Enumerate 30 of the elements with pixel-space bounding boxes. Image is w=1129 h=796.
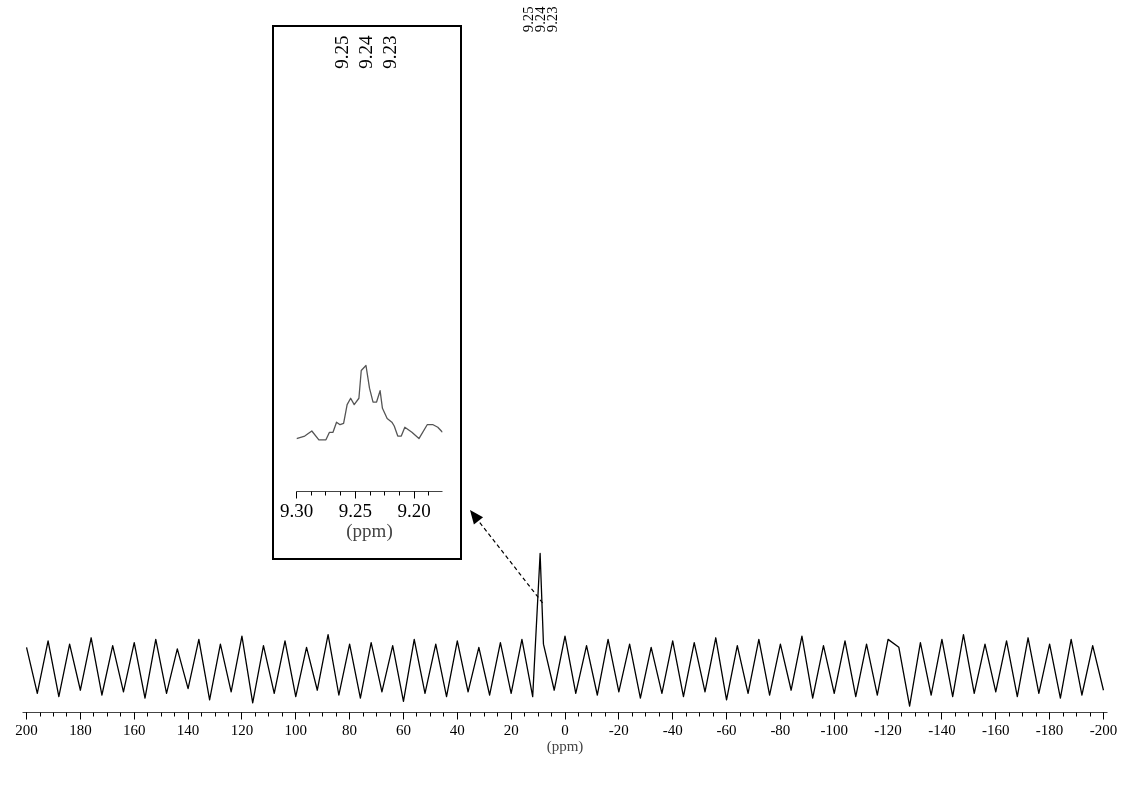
text: 9.25 <box>331 35 353 69</box>
x-tick-label: 9.25 <box>338 499 372 521</box>
text: 9.23 <box>544 6 561 33</box>
x-tick-label: 100 <box>284 721 308 738</box>
x-tick-label: 80 <box>342 721 358 738</box>
x-tick-label: -100 <box>820 721 848 738</box>
x-tick-label: 9.30 <box>279 499 314 521</box>
x-tick-label: -80 <box>770 721 791 738</box>
text: 9.24 <box>355 35 377 69</box>
x-tick-label: 40 <box>449 721 465 738</box>
x-tick-label: -160 <box>982 721 1010 738</box>
x-tick-label: -20 <box>608 721 629 738</box>
x-tick-label: -120 <box>874 721 902 738</box>
x-tick-label: 0 <box>561 721 569 738</box>
x-axis-title: (ppm) <box>346 519 393 542</box>
x-tick-label: 9.20 <box>397 499 431 521</box>
x-tick-label: 120 <box>230 721 254 738</box>
x-tick-label: 60 <box>395 721 411 738</box>
x-axis-title: (ppm) <box>546 737 584 755</box>
x-tick-label: 20 <box>503 721 519 738</box>
x-tick-label: -200 <box>1089 721 1118 738</box>
x-tick-label: 200 <box>15 721 38 738</box>
x-tick-label: 140 <box>176 721 200 738</box>
x-tick-label: -140 <box>928 721 956 738</box>
x-tick-label: -60 <box>716 721 737 738</box>
x-tick-label: 160 <box>122 721 146 738</box>
x-tick-label: 180 <box>69 721 92 738</box>
x-tick-label: -180 <box>1035 721 1064 738</box>
text: 9.23 <box>379 35 401 69</box>
x-tick-label: -40 <box>662 721 683 738</box>
